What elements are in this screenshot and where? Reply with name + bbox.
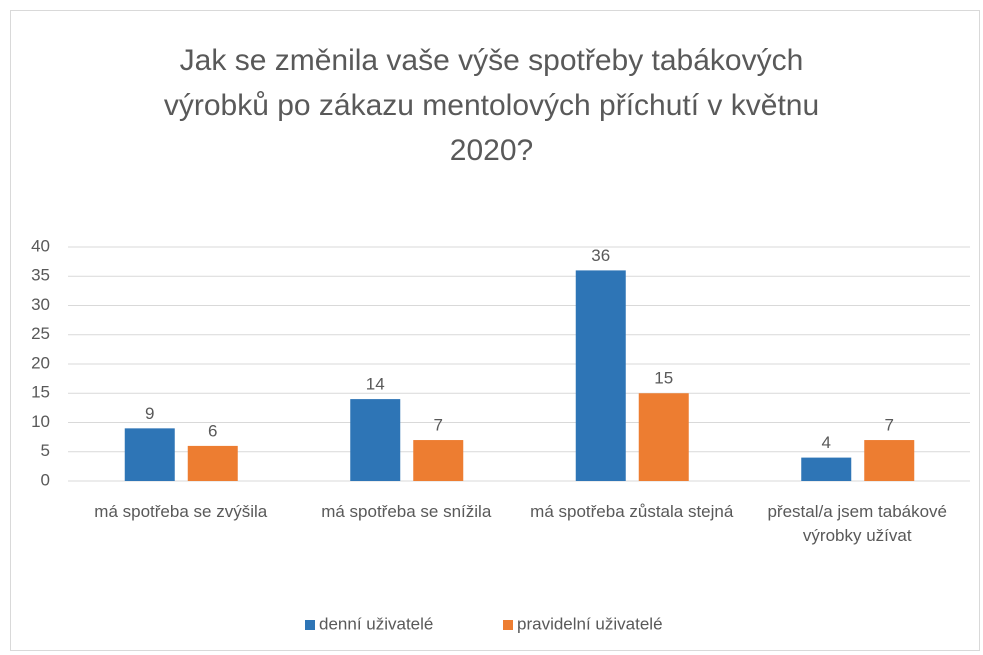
x-tick-label: má spotřeba se zvýšila xyxy=(94,502,268,521)
y-tick-label: 5 xyxy=(41,441,50,460)
data-label: 7 xyxy=(885,416,894,435)
x-tick-label: přestal/a jsem tabákové výrobky užívat xyxy=(767,502,948,545)
legend-label: denní uživatelé xyxy=(319,614,433,633)
bar xyxy=(413,440,464,481)
y-tick-label: 35 xyxy=(31,266,50,285)
data-label: 36 xyxy=(591,246,610,265)
chart-title: Jak se změnila vaše výše spotřeby tabáko… xyxy=(163,44,820,167)
y-tick-label: 15 xyxy=(31,383,50,402)
bar xyxy=(575,270,626,481)
bar xyxy=(350,399,401,481)
bar xyxy=(124,428,175,481)
data-label: 6 xyxy=(208,421,217,440)
x-tick-label: má spotřeba se snížila xyxy=(321,502,492,521)
y-tick-label: 20 xyxy=(31,353,50,372)
data-label: 7 xyxy=(434,416,443,435)
bar xyxy=(638,393,689,481)
bar xyxy=(187,445,238,481)
chart-border xyxy=(10,10,980,651)
data-label: 4 xyxy=(822,433,831,452)
x-tick-label: má spotřeba zůstala stejná xyxy=(530,502,734,521)
y-tick-label: 40 xyxy=(31,236,50,255)
legend-label: pravidelní uživatelé xyxy=(517,614,663,633)
y-tick-label: 0 xyxy=(41,470,50,489)
y-tick-label: 30 xyxy=(31,295,50,314)
y-tick-label: 10 xyxy=(31,412,50,431)
legend-swatch xyxy=(305,620,315,630)
data-label: 15 xyxy=(654,369,673,388)
data-label: 9 xyxy=(145,404,154,423)
y-tick-label: 25 xyxy=(31,324,50,343)
data-label: 14 xyxy=(366,375,385,394)
bar xyxy=(801,457,852,481)
legend-swatch xyxy=(503,620,513,630)
bar xyxy=(864,440,915,481)
